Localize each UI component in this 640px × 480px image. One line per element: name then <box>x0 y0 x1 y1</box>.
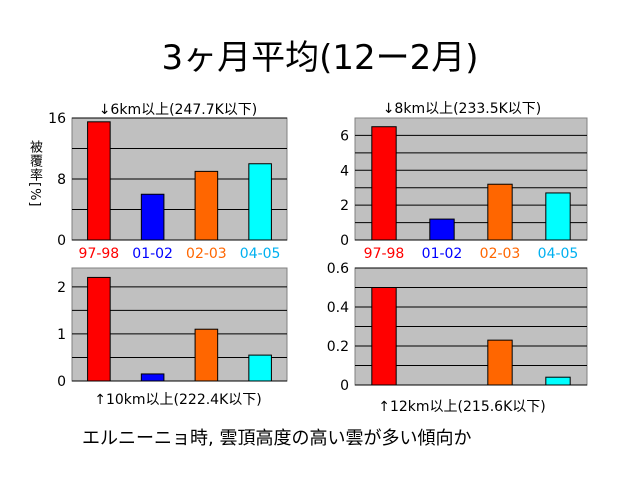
chart-2-ytick-label: 0 <box>340 233 349 249</box>
chart-4-ytick-label: 0.6 <box>327 261 349 277</box>
chart-1-ytick-label: 8 <box>57 172 66 188</box>
chart-3-bar-04-05 <box>248 354 272 382</box>
chart-2-ytick-label: 2 <box>340 198 349 214</box>
chart-4-bar-02-03 <box>487 339 513 386</box>
chart-1-ytick-label: 0 <box>57 233 66 249</box>
chart-3-ytick-label: 2 <box>57 280 66 296</box>
chart-2-ytick-label: 6 <box>340 128 349 144</box>
chart-3-ytick-label: 1 <box>57 327 66 343</box>
chart-1-title: ↓6km以上(247.7K以下) <box>99 102 258 118</box>
chart-1-ytick-label: 16 <box>48 111 66 127</box>
chart-1-category-label: 02-03 <box>186 246 227 262</box>
chart-4-bar-04-05 <box>545 376 571 386</box>
chart-2-category-label: 04-05 <box>538 246 579 262</box>
chart-4-ytick-label: 0.2 <box>327 339 349 355</box>
chart-1-bar-97-98 <box>87 121 111 241</box>
chart-2-ytick-label: 4 <box>340 163 349 179</box>
chart-3-bar-01-02 <box>140 373 165 382</box>
chart-3-bar-02-03 <box>194 328 219 382</box>
chart-4-ytick-label: 0.4 <box>327 300 349 316</box>
chart-2-category-label: 02-03 <box>480 246 521 262</box>
y-axis-label: 被覆率[%] <box>27 140 42 208</box>
chart-4-title: ↑12km以上(215.6K以下) <box>378 399 545 415</box>
chart-3-ytick-label: 0 <box>57 374 66 390</box>
chart-2-category-label: 97-98 <box>364 246 405 262</box>
chart-1-category-label: 01-02 <box>132 246 173 262</box>
chart-2-category-label: 01-02 <box>422 246 463 262</box>
chart-1-category-label: 04-05 <box>240 246 281 262</box>
chart-2-bar-97-98 <box>371 126 397 241</box>
chart-2-bar-01-02 <box>429 218 455 241</box>
chart-1-bar-02-03 <box>194 170 219 241</box>
caption: エルニーニョ時, 雲頂高度の高い雲が多い傾向か <box>82 428 472 449</box>
chart-2-bar-02-03 <box>487 183 513 241</box>
chart-1-bar-04-05 <box>248 163 272 241</box>
chart-3-title: ↑10km以上(222.4K以下) <box>94 392 261 408</box>
chart-3-bar-97-98 <box>87 276 111 382</box>
chart-4-bar-97-98 <box>371 287 397 386</box>
chart-4-ytick-label: 0 <box>340 378 349 394</box>
chart-1-category-label: 97-98 <box>79 246 120 262</box>
chart-1-bar-01-02 <box>140 193 165 241</box>
page-title: 3ヶ月平均(12ー2月) <box>161 38 479 78</box>
chart-2-title: ↓8km以上(233.5K以下) <box>383 101 542 117</box>
chart-2-bar-04-05 <box>545 192 571 241</box>
